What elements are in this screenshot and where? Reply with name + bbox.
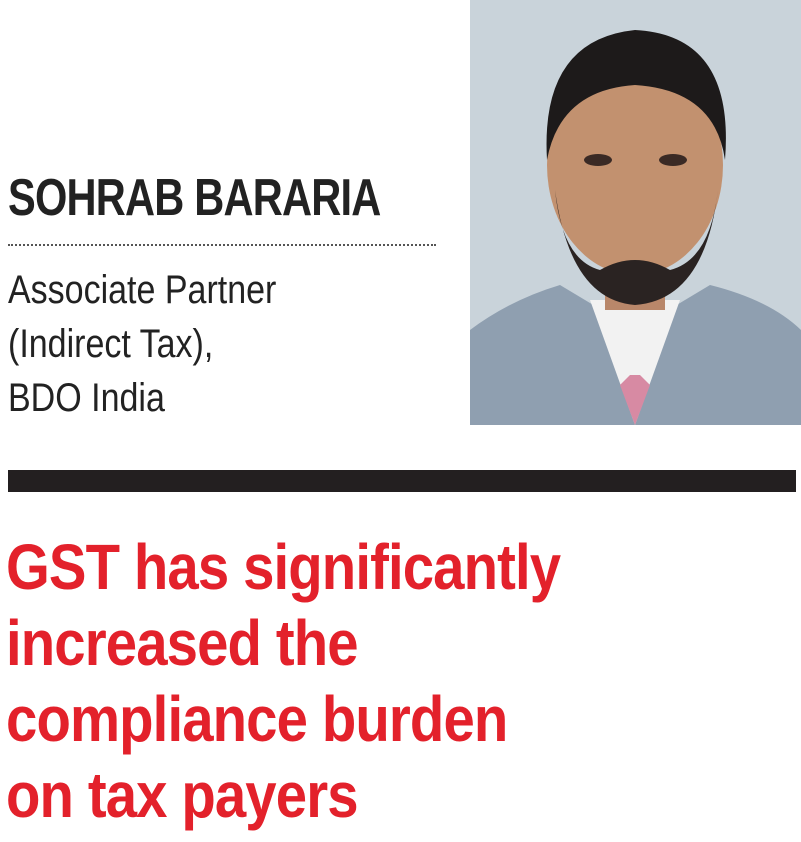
headline-line: compliance burden <box>6 683 508 755</box>
byline-title: (Indirect Tax), <box>8 322 214 366</box>
portrait-photo <box>470 0 801 425</box>
rule-bar <box>8 470 796 492</box>
headline-line: GST has significantly <box>6 531 561 603</box>
headline-line: increased the <box>6 607 359 679</box>
divider-dotted <box>8 244 436 246</box>
byline-title: Associate Partner <box>8 268 277 312</box>
headline-line: on tax payers <box>6 759 359 831</box>
byline-name: SOHRAB BARARIA <box>8 169 381 227</box>
byline-title: BDO India <box>8 376 165 420</box>
